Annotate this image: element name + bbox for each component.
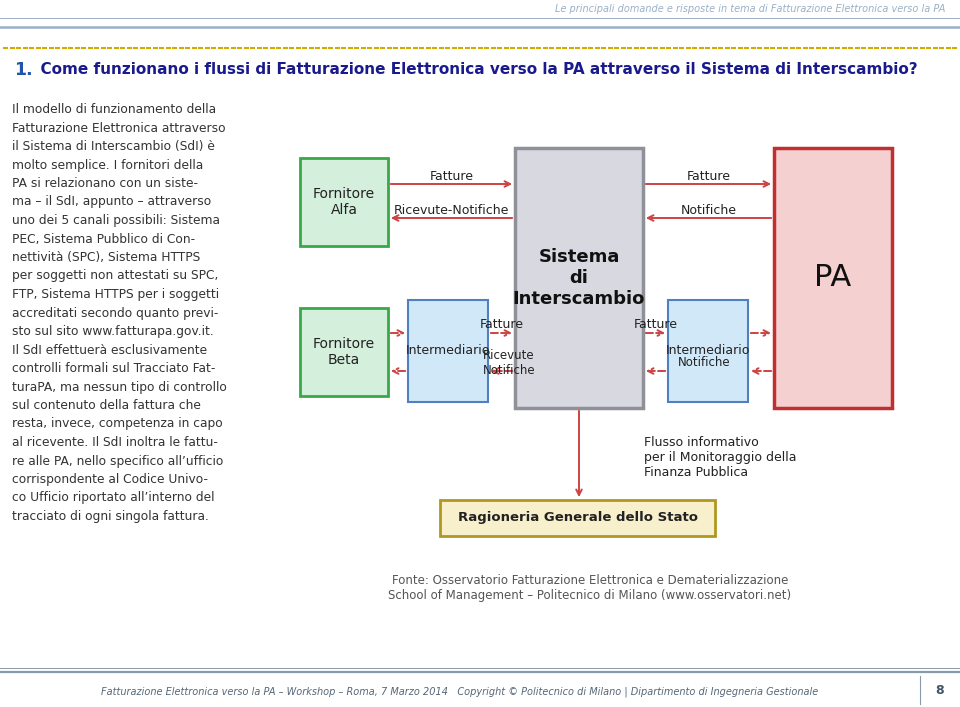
Text: Il modello di funzionamento della: Il modello di funzionamento della	[12, 103, 216, 116]
Text: sul contenuto della fattura che: sul contenuto della fattura che	[12, 399, 201, 412]
Bar	[668, 300, 748, 402]
Text: Ricevute-Notifiche: Ricevute-Notifiche	[394, 204, 509, 218]
Text: Come funzionano i flussi di Fatturazione Elettronica verso la PA attraverso il S: Come funzionano i flussi di Fatturazione…	[30, 62, 918, 78]
Text: Il SdI effettuerà esclusivamente: Il SdI effettuerà esclusivamente	[12, 344, 207, 356]
Text: co Ufficio riportato all’interno del: co Ufficio riportato all’interno del	[12, 491, 214, 505]
Text: Fornitore
Beta: Fornitore Beta	[313, 337, 375, 367]
Text: Fatturazione Elettronica verso la PA – Workshop – Roma, 7 Marzo 2014   Copyright: Fatturazione Elettronica verso la PA – W…	[102, 686, 819, 697]
Text: Flusso informativo
per il Monitoraggio della
Finanza Pubblica: Flusso informativo per il Monitoraggio d…	[644, 436, 797, 479]
Text: turaPA, ma nessun tipo di controllo: turaPA, ma nessun tipo di controllo	[12, 380, 227, 394]
Text: Fornitore
Alfa: Fornitore Alfa	[313, 187, 375, 217]
Text: Ragioneria Generale dello Stato: Ragioneria Generale dello Stato	[458, 511, 698, 525]
Bar	[408, 300, 488, 402]
Text: molto semplice. I fornitori della: molto semplice. I fornitori della	[12, 158, 204, 172]
Text: il Sistema di Interscambio (SdI) è: il Sistema di Interscambio (SdI) è	[12, 140, 215, 153]
Text: FTP, Sistema HTTPS per i soggetti: FTP, Sistema HTTPS per i soggetti	[12, 288, 219, 301]
Text: PA: PA	[814, 264, 852, 293]
Text: corrispondente al Codice Univo-: corrispondente al Codice Univo-	[12, 473, 208, 486]
Text: PA si relazionano con un siste-: PA si relazionano con un siste-	[12, 177, 198, 190]
Bar	[774, 148, 892, 408]
Text: accreditati secondo quanto previ-: accreditati secondo quanto previ-	[12, 307, 218, 320]
Text: Intermediario: Intermediario	[666, 344, 750, 358]
Text: Fonte: Osservatorio Fatturazione Elettronica e Dematerializzazione
School of Man: Fonte: Osservatorio Fatturazione Elettro…	[389, 574, 792, 602]
Text: Intermediario: Intermediario	[406, 344, 491, 358]
Text: per soggetti non attestati su SPC,: per soggetti non attestati su SPC,	[12, 269, 218, 283]
Text: Fatture: Fatture	[634, 317, 678, 330]
Text: tracciato di ogni singola fattura.: tracciato di ogni singola fattura.	[12, 510, 209, 523]
Text: Notifiche: Notifiche	[681, 204, 736, 218]
Text: sto sul sito www.fatturapa.gov.it.: sto sul sito www.fatturapa.gov.it.	[12, 325, 214, 338]
Text: 1.: 1.	[14, 61, 33, 79]
Text: controlli formali sul Tracciato Fat-: controlli formali sul Tracciato Fat-	[12, 362, 215, 375]
Text: Notifiche: Notifiche	[678, 356, 731, 370]
Text: al ricevente. Il SdI inoltra le fattu-: al ricevente. Il SdI inoltra le fattu-	[12, 436, 218, 449]
Bar	[440, 500, 715, 536]
Text: re alle PA, nello specifico all’ufficio: re alle PA, nello specifico all’ufficio	[12, 455, 224, 467]
Text: Fatturazione Elettronica attraverso: Fatturazione Elettronica attraverso	[12, 122, 226, 134]
Text: Fatture: Fatture	[479, 317, 523, 330]
Text: Fatture: Fatture	[429, 170, 473, 182]
Text: 8: 8	[936, 684, 945, 696]
Text: Sistema
di
Interscambio: Sistema di Interscambio	[513, 248, 645, 308]
Text: uno dei 5 canali possibili: Sistema: uno dei 5 canali possibili: Sistema	[12, 214, 220, 227]
Bar	[300, 308, 388, 396]
Text: ma – il SdI, appunto – attraverso: ma – il SdI, appunto – attraverso	[12, 196, 211, 209]
Text: nettività (SPC), Sistema HTTPS: nettività (SPC), Sistema HTTPS	[12, 251, 201, 264]
Bar	[515, 148, 643, 408]
Text: PEC, Sistema Pubblico di Con-: PEC, Sistema Pubblico di Con-	[12, 233, 195, 245]
Text: Le principali domande e risposte in tema di Fatturazione Elettronica verso la PA: Le principali domande e risposte in tema…	[555, 4, 945, 14]
Text: Ricevute
Notifiche: Ricevute Notifiche	[483, 349, 536, 377]
Text: resta, invece, competenza in capo: resta, invece, competenza in capo	[12, 418, 223, 431]
Text: Fatture: Fatture	[686, 170, 731, 182]
Bar	[300, 158, 388, 246]
